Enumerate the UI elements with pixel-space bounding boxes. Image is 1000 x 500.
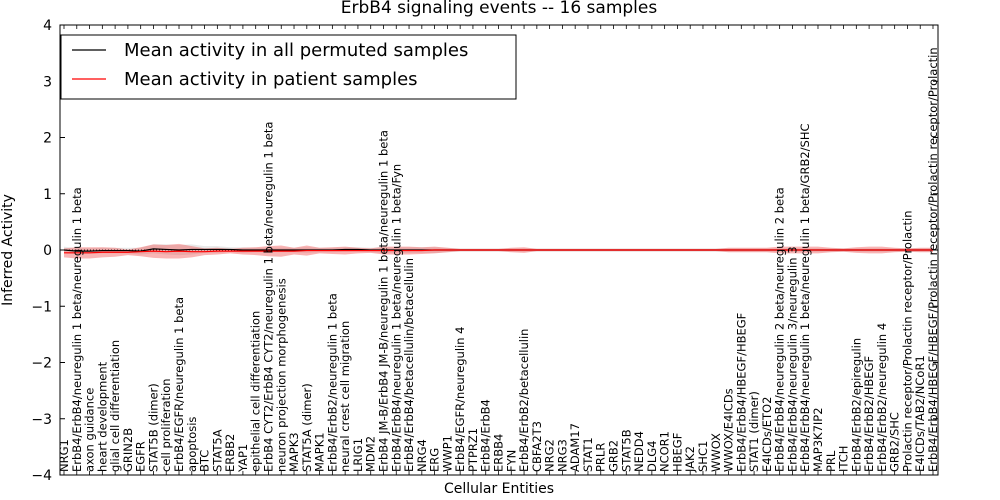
category-label: apoptosis bbox=[185, 417, 199, 472]
y-tick-label: 1 bbox=[43, 187, 52, 203]
category-label: ErbB4/ErbB2/epiregulin bbox=[849, 338, 863, 472]
series-band-1 bbox=[64, 243, 933, 259]
legend-label-permuted: Mean activity in all permuted samples bbox=[124, 40, 468, 61]
y-tick-label: 3 bbox=[43, 74, 52, 90]
category-label: NRG2 bbox=[543, 439, 557, 472]
category-label: YAP1 bbox=[236, 444, 250, 473]
category-label: ErbB4/ErbB4/neuregulin 1 beta/neuregulin… bbox=[70, 187, 84, 472]
category-label: ERBB2 bbox=[223, 434, 237, 472]
legend-label-patient: Mean activity in patient samples bbox=[124, 69, 418, 90]
category-label: ErbB4/ErbB2/HBEGF bbox=[862, 356, 876, 472]
category-label: ErbB4/EGFR/neuregulin 1 beta bbox=[172, 297, 186, 472]
category-label: SHC1 bbox=[696, 441, 710, 472]
category-label: ErbB4/ErbB4/neuregulin 1 beta/neuregulin… bbox=[798, 123, 812, 472]
y-axis-label: Inferred Activity bbox=[0, 194, 16, 306]
category-label: neural crest cell migration bbox=[338, 321, 352, 472]
category-label: STAT1 (dimer) bbox=[747, 391, 761, 472]
y-axis: −4 −3 −2 −1 0 1 2 3 4 bbox=[31, 18, 938, 484]
category-label: PRLR bbox=[594, 443, 608, 472]
category-label: ERBB4 bbox=[492, 434, 506, 472]
category-label: ErbB4/ErbB4/HBEGF/HBEGF bbox=[734, 313, 748, 472]
category-label: heart development bbox=[95, 361, 109, 472]
y-tick-label: −4 bbox=[31, 468, 52, 484]
category-label: STAT5A (dimer) bbox=[300, 383, 314, 472]
category-label: ErbB4/ErbB4/HBEGF/HBEGF/Prolactin recept… bbox=[926, 47, 940, 472]
category-label: MDM2 bbox=[364, 436, 378, 472]
category-label: Prolactin receptor/Prolactin receptor/Pr… bbox=[900, 210, 914, 472]
category-label: ERG bbox=[428, 448, 442, 472]
category-label: PTPRZ1 bbox=[466, 428, 480, 472]
category-label: STAT5B bbox=[619, 429, 633, 472]
category-label: GRB2 bbox=[607, 440, 621, 472]
category-label: NRG4 bbox=[415, 439, 429, 472]
category-label: ErbB4/ErbB4/neuregulin 1 beta/neuregulin… bbox=[389, 164, 403, 472]
category-label: MAPK1 bbox=[313, 432, 327, 472]
category-label: STAT5B (dimer) bbox=[146, 383, 160, 472]
y-tick-label: −1 bbox=[31, 299, 52, 315]
category-label: STAT5A bbox=[210, 429, 224, 472]
category-label: MAPK3 bbox=[287, 432, 301, 472]
category-label: ErbB4 JM-B/ErbB4 JM-B/neuregulin 1 beta/… bbox=[376, 130, 390, 472]
category-label: neuron projection morphogenesis bbox=[274, 278, 288, 472]
category-label: ErbB4/ErbB4 bbox=[479, 399, 493, 472]
y-tick-label: 2 bbox=[43, 131, 52, 147]
category-label: GRB2/SHC bbox=[888, 412, 902, 472]
series-line-1 bbox=[64, 249, 933, 254]
category-label: E4ICDs/ETO2 bbox=[760, 397, 774, 472]
category-label: PRL bbox=[824, 450, 838, 472]
chart-title: ErbB4 signaling events -- 16 samples bbox=[341, 0, 658, 18]
category-label: NRG3 bbox=[555, 439, 569, 472]
category-label: NEDD4 bbox=[632, 431, 646, 472]
category-label: HBEGF bbox=[670, 433, 684, 472]
category-label: WWOX/E4ICDs bbox=[722, 388, 736, 472]
category-label: glial cell differentiation bbox=[108, 340, 122, 472]
category-label: LRIG1 bbox=[351, 438, 365, 472]
category-label: BTC bbox=[198, 450, 212, 472]
legend: Mean activity in all permuted samples Me… bbox=[60, 34, 517, 100]
category-label: WWOX bbox=[709, 433, 723, 472]
category-label: cell proliferation bbox=[159, 378, 173, 472]
category-label: ErbB4/ErbB2/neuregulin 4 bbox=[875, 323, 889, 472]
category-label: ErbB4/ErbB4/neuregulin 2 beta/neuregulin… bbox=[773, 187, 787, 472]
legend-box bbox=[60, 34, 517, 100]
category-label: EGFR bbox=[134, 441, 148, 472]
category-label: ADAM17 bbox=[568, 423, 582, 472]
category-label: JAK2 bbox=[683, 446, 697, 473]
category-label: ITCH bbox=[837, 446, 851, 472]
category-label: ErbB4/ErbB4/betacellulin/betacellulin bbox=[402, 258, 416, 472]
category-label: CBFA2T3 bbox=[530, 421, 544, 472]
category-label: FYN bbox=[504, 450, 518, 472]
category-label: STAT1 bbox=[581, 437, 595, 472]
category-label: GRIN2B bbox=[121, 428, 135, 472]
category-label: E4ICDs/TAB2/NCoR1 bbox=[913, 355, 927, 472]
category-label: DLG4 bbox=[645, 441, 659, 473]
y-tick-label: −2 bbox=[31, 356, 52, 372]
category-label: ErbB4/ErbB2/neuregulin 1 beta bbox=[325, 293, 339, 472]
category-label: ErbB4/EGFR/neuregulin 4 bbox=[453, 327, 467, 472]
category-label: axon guidance bbox=[83, 388, 97, 472]
x-axis-label: Cellular Entities bbox=[444, 481, 554, 497]
category-label: ErbB4/ErbB4/neuregulin 3/neuregulin 3 bbox=[785, 246, 799, 472]
category-label: ErbB4/ErbB2/betacellulin bbox=[517, 329, 531, 472]
category-label: ErbB4 CYT2/ErbB4 CYT2/neuregulin 1 beta/… bbox=[261, 122, 275, 472]
category-label: WWP1 bbox=[440, 435, 454, 472]
category-label: NCOR1 bbox=[658, 431, 672, 472]
y-tick-label: 0 bbox=[43, 243, 52, 259]
category-label: MAP3K7IP2 bbox=[811, 407, 825, 472]
category-label: epithelial cell differentiation bbox=[249, 311, 263, 472]
y-tick-label: 4 bbox=[43, 18, 52, 34]
series-lines bbox=[63, 248, 933, 254]
y-tick-label: −3 bbox=[31, 412, 52, 428]
